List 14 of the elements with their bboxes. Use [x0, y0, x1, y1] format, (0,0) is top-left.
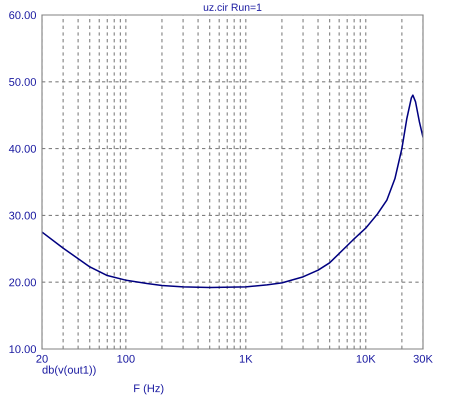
x-tick-label: 100 — [117, 354, 135, 363]
y-tick-label: 60.00 — [9, 11, 36, 20]
x-tick-label: 20 — [36, 354, 48, 363]
x-tick-label: 30K — [414, 354, 433, 363]
y-tick-label: 50.00 — [9, 78, 36, 86]
y-tick-label: 40.00 — [8, 144, 36, 153]
chart-title: uz.cir Run=1 — [204, 3, 262, 11]
y-tick-label: 10.00 — [9, 345, 36, 354]
y-tick-label: 20.00 — [9, 278, 36, 286]
x-tick-label: 10K — [356, 354, 376, 363]
text: db(v(out1)) — [42, 366, 96, 376]
y-tick-label: 30.00 — [9, 212, 36, 220]
x-tick-label: 1K — [240, 354, 252, 363]
x-axis-title: F (Hz) — [134, 384, 164, 394]
